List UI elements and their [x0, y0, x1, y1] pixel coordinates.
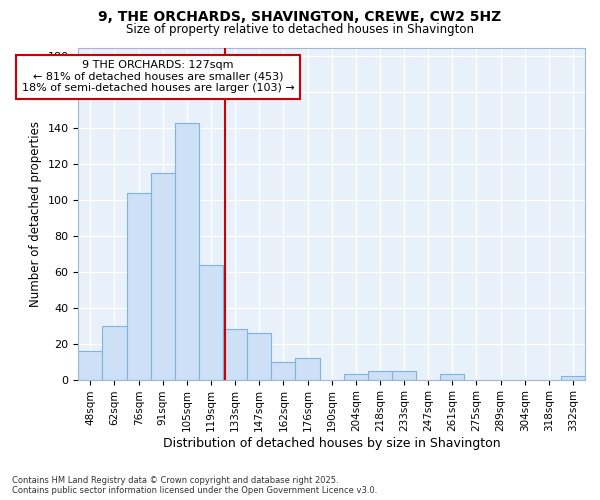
Bar [103, 326, 127, 380]
Bar [127, 193, 151, 380]
Text: Contains HM Land Registry data © Crown copyright and database right 2025.
Contai: Contains HM Land Registry data © Crown c… [12, 476, 377, 495]
Bar [271, 362, 295, 380]
Bar [79, 351, 103, 380]
X-axis label: Distribution of detached houses by size in Shavington: Distribution of detached houses by size … [163, 437, 500, 450]
Bar [561, 376, 585, 380]
Y-axis label: Number of detached properties: Number of detached properties [29, 120, 42, 306]
Bar [175, 123, 199, 380]
Text: 9 THE ORCHARDS: 127sqm
← 81% of detached houses are smaller (453)
18% of semi-de: 9 THE ORCHARDS: 127sqm ← 81% of detached… [22, 60, 295, 94]
Bar [199, 264, 223, 380]
Bar [223, 330, 247, 380]
Bar [247, 333, 271, 380]
Bar [392, 370, 416, 380]
Text: 9, THE ORCHARDS, SHAVINGTON, CREWE, CW2 5HZ: 9, THE ORCHARDS, SHAVINGTON, CREWE, CW2 … [98, 10, 502, 24]
Bar [151, 173, 175, 380]
Bar [440, 374, 464, 380]
Bar [295, 358, 320, 380]
Bar [368, 370, 392, 380]
Text: Size of property relative to detached houses in Shavington: Size of property relative to detached ho… [126, 22, 474, 36]
Bar [344, 374, 368, 380]
